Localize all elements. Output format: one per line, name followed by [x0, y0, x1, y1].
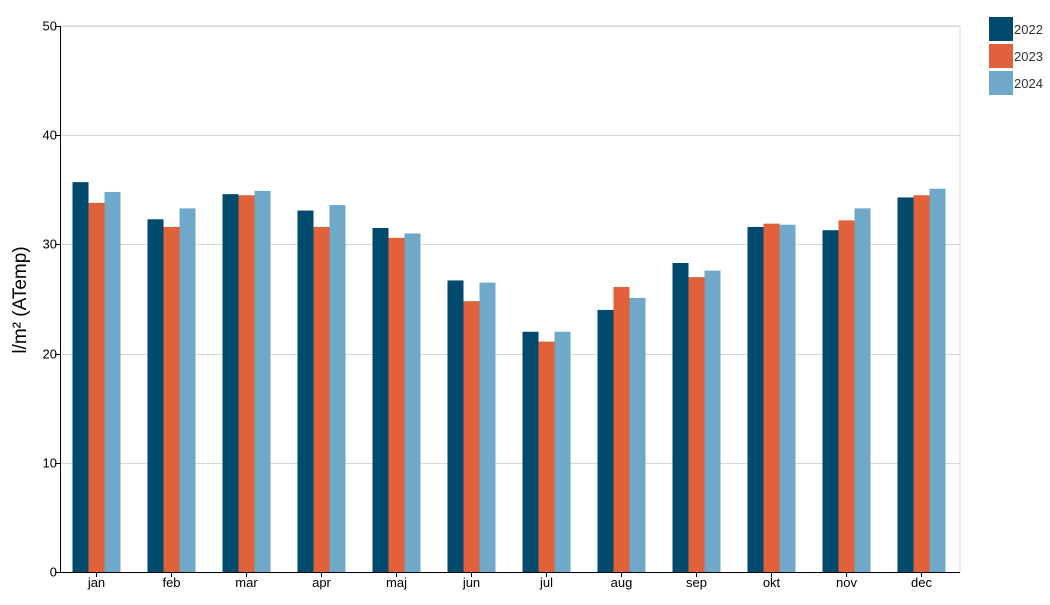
x-axis-ticks: jan feb mar apr maj jun jul aug sep okt nov dec [87, 572, 932, 590]
bar-2023-apr [313, 226, 330, 573]
x-tick-label: sep [686, 575, 707, 590]
bar-2023-dec [913, 195, 930, 572]
bar-2022-jul [522, 331, 539, 572]
bar-2022-mar [222, 194, 239, 572]
bar-2024-feb [179, 208, 196, 572]
bar-2024-jan [104, 191, 121, 572]
legend-label-2023: 2023 [1014, 49, 1043, 64]
bars [72, 182, 946, 573]
y-tick-label: 10 [43, 456, 57, 471]
y-axis-label: l/m² (ATemp) [10, 246, 31, 353]
bar-2023-jun [463, 301, 480, 572]
x-tick-label: jun [462, 575, 480, 590]
bar-2024-jun [479, 282, 496, 572]
axes [60, 26, 960, 573]
bar-2022-sep [672, 262, 689, 572]
bar-2024-apr [329, 205, 346, 572]
y-tick-label: 30 [43, 237, 57, 252]
bar-2023-okt [763, 223, 780, 573]
x-tick-label: jan [87, 575, 105, 590]
bar-2022-maj [372, 228, 389, 572]
x-tick-label: jul [539, 575, 553, 590]
bar-2024-nov [854, 208, 871, 572]
legend-label-2022: 2022 [1014, 22, 1043, 37]
bar-2023-feb [163, 226, 180, 573]
x-tick-label: apr [312, 575, 331, 590]
bar-2022-apr [297, 210, 314, 572]
bar-2024-maj [404, 233, 421, 573]
x-tick-label: nov [836, 575, 857, 590]
x-tick-label: maj [386, 575, 407, 590]
x-tick-label: aug [611, 575, 633, 590]
bar-2023-jan [88, 202, 105, 573]
bar-2022-jan [72, 182, 89, 572]
y-tick-label: 0 [50, 565, 57, 580]
gridlines [60, 25, 961, 572]
bar-2024-sep [704, 270, 721, 572]
bar-2022-feb [147, 219, 164, 572]
bar-2023-maj [388, 237, 405, 572]
x-tick-label: okt [763, 575, 781, 590]
bar-2023-jul [538, 341, 555, 572]
bar-2023-sep [688, 277, 705, 572]
bar-2024-mar [254, 190, 271, 572]
legend: 2022 2023 2024 [989, 17, 1043, 95]
bar-2024-jul [554, 331, 571, 572]
x-tick-label: dec [911, 575, 932, 590]
bar-2022-jun [447, 280, 464, 572]
bar-2024-dec [929, 188, 946, 572]
legend-swatch-2022 [989, 17, 1013, 41]
x-tick-label: mar [235, 575, 258, 590]
bar-2023-nov [838, 220, 855, 572]
legend-swatch-2023 [989, 44, 1013, 68]
bar-2022-aug [597, 309, 614, 572]
legend-label-2024: 2024 [1014, 76, 1043, 91]
x-tick-label: feb [162, 575, 180, 590]
bar-2023-mar [238, 195, 255, 572]
y-tick-label: 40 [43, 128, 57, 143]
y-tick-label: 50 [43, 19, 57, 34]
bar-2023-aug [613, 286, 630, 572]
bar-2022-nov [822, 230, 839, 573]
bar-2024-okt [779, 224, 796, 572]
legend-swatch-2024 [989, 71, 1013, 95]
bar-2022-dec [897, 197, 914, 572]
bar-2024-aug [629, 297, 646, 572]
y-axis-ticks: 0 10 20 30 40 50 [43, 19, 60, 580]
bar-2022-okt [747, 226, 764, 573]
y-tick-label: 20 [43, 347, 57, 362]
